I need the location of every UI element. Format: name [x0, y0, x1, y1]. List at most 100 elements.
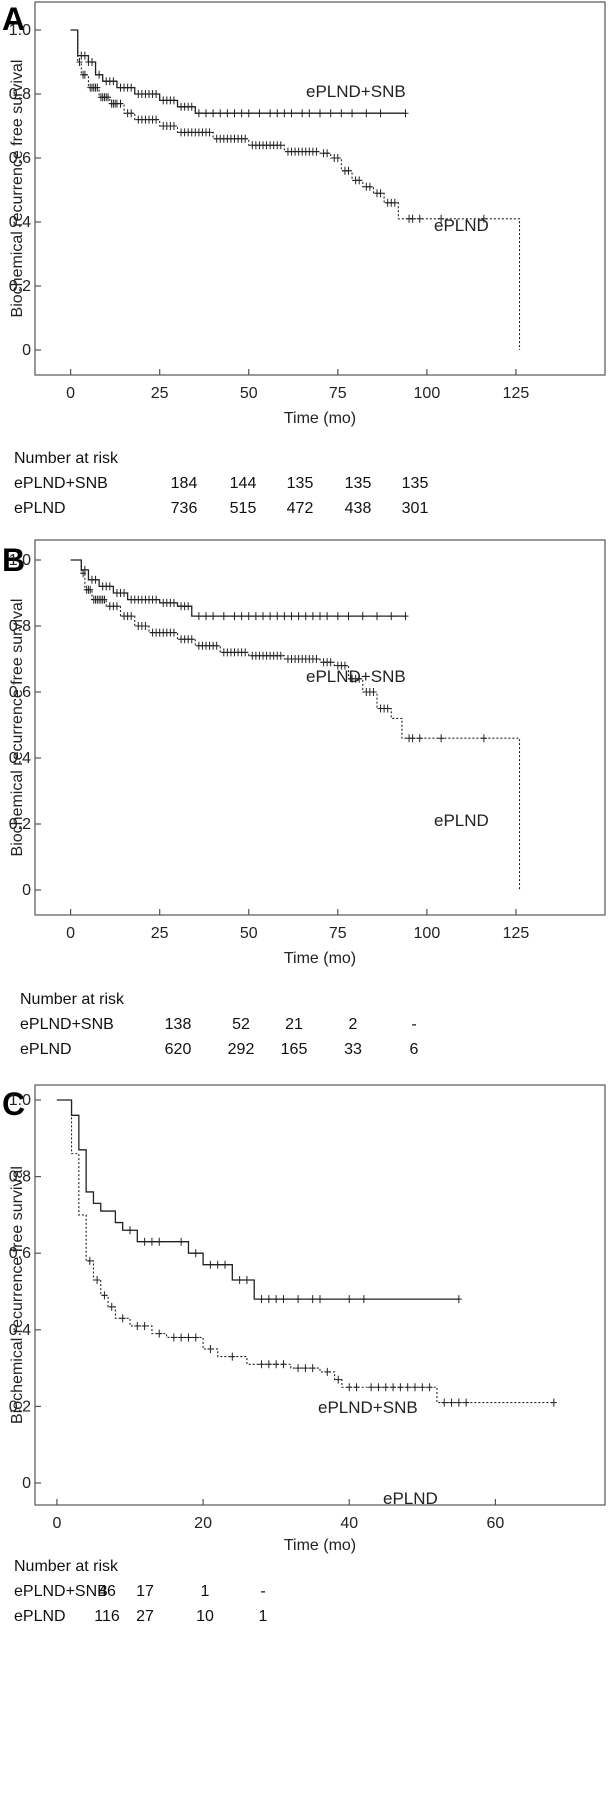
panel-letter: A: [2, 1, 25, 37]
risk-table-title: Number at risk: [20, 991, 125, 1008]
censor-mark: [220, 612, 227, 621]
censor-mark: [188, 635, 195, 644]
censor-mark: [89, 58, 95, 66]
censor-mark: [87, 585, 94, 594]
censor-mark: [242, 134, 249, 143]
censor-mark: [265, 1360, 272, 1369]
risk-value: 17: [136, 1583, 154, 1600]
x-axis-title: Time (mo): [284, 410, 356, 427]
censor-mark: [170, 96, 177, 105]
censor-mark: [231, 109, 238, 118]
censor-mark: [113, 602, 120, 611]
censor-mark: [258, 1360, 265, 1369]
risk-value: 135: [402, 475, 429, 492]
risk-value: -: [260, 1583, 265, 1600]
censor-mark: [550, 1398, 557, 1407]
censor-mark: [480, 734, 487, 743]
censor-mark: [170, 598, 177, 607]
censor-mark: [324, 149, 331, 158]
y-tick-label: 0: [22, 1475, 31, 1492]
censor-mark: [96, 70, 103, 79]
censor-mark: [238, 109, 245, 118]
risk-value: 1: [259, 1608, 268, 1625]
y-tick-label: 0.8: [9, 1169, 31, 1186]
censor-mark: [377, 189, 384, 198]
y-tick-label: 0.6: [9, 1245, 31, 1262]
risk-value: 116: [94, 1608, 120, 1625]
censor-mark: [210, 109, 217, 118]
series-label: ePLND+SNB: [306, 667, 406, 686]
x-tick-label: 100: [414, 925, 441, 942]
censor-mark: [153, 90, 160, 98]
x-tick-label: 100: [414, 385, 441, 402]
x-tick-label: 60: [486, 1515, 504, 1532]
censor-mark: [409, 214, 416, 223]
censor-mark: [356, 674, 363, 683]
censor-mark: [384, 704, 391, 713]
risk-value: 10: [196, 1608, 214, 1625]
censor-mark: [81, 51, 88, 60]
y-tick-label: 0.4: [9, 214, 31, 231]
censor-mark: [273, 1295, 280, 1304]
risk-value: 6: [410, 1041, 419, 1058]
risk-value: 33: [344, 1041, 362, 1058]
censor-mark: [281, 612, 288, 621]
y-tick-label: 1.0: [9, 22, 31, 39]
censor-mark: [302, 1364, 309, 1373]
series-label: ePLND: [434, 811, 489, 830]
censor-mark: [463, 1398, 470, 1407]
series-line-eplnd: [70, 29, 521, 350]
censor-mark: [363, 109, 370, 118]
censor-mark: [170, 122, 177, 130]
risk-value: 46: [98, 1583, 116, 1600]
risk-value: 620: [165, 1041, 192, 1058]
censor-mark: [288, 612, 295, 621]
x-tick-label: 25: [151, 925, 169, 942]
censor-mark: [309, 1364, 316, 1373]
panel-letter: B: [2, 542, 25, 578]
y-tick-label: 0.6: [9, 150, 31, 167]
censor-mark: [258, 1295, 265, 1304]
risk-value: 138: [165, 1016, 192, 1033]
censor-mark: [377, 109, 384, 118]
censor-mark: [346, 1295, 353, 1304]
x-tick-label: 50: [240, 925, 258, 942]
censor-mark: [128, 612, 135, 621]
y-axis-title: Biochemical recurrence free survival: [9, 60, 26, 318]
censor-mark: [390, 1383, 397, 1392]
censor-mark: [295, 612, 302, 621]
censor-mark: [192, 1249, 199, 1258]
censor-mark: [397, 1383, 404, 1392]
y-tick-label: 0.2: [9, 816, 31, 833]
risk-value: 301: [402, 500, 429, 517]
panel-A: A 0 0.2 0.4 0.6 0.8 1.0 0 25 50 75 100 125 Time (mo) B…: [2, 1, 606, 517]
censor-mark: [324, 1367, 331, 1376]
censor-mark: [141, 1237, 148, 1246]
censor-mark: [409, 734, 416, 743]
censor-mark: [426, 1383, 433, 1392]
censor-mark: [86, 1256, 93, 1265]
censor-mark: [94, 1276, 101, 1285]
censor-mark: [416, 214, 423, 223]
plot-frame: [34, 1084, 606, 1506]
censor-mark: [203, 612, 209, 621]
risk-value: 135: [345, 475, 372, 492]
censor-mark: [128, 109, 135, 118]
y-tick-label: 0: [22, 882, 31, 899]
x-tick-label: 75: [329, 385, 347, 402]
censor-mark: [195, 612, 202, 621]
censor-mark: [142, 622, 149, 630]
censor-mark: [206, 128, 213, 137]
x-axis-title: Time (mo): [284, 950, 356, 967]
panel-C: C 0 0.2 0.4 0.6 0.8 1.0 0 20 40 60 Time (mo) Biochem…: [2, 1084, 606, 1625]
censor-mark: [217, 109, 224, 118]
censor-mark: [121, 589, 128, 597]
censor-mark: [195, 109, 202, 118]
censor-mark: [192, 1333, 199, 1342]
censor-mark: [438, 214, 445, 223]
censor-mark: [359, 612, 366, 621]
censor-mark: [356, 176, 363, 185]
censor-mark: [438, 734, 445, 743]
risk-row-label: ePLND+SNB: [14, 1583, 108, 1600]
censor-mark: [360, 1295, 367, 1304]
